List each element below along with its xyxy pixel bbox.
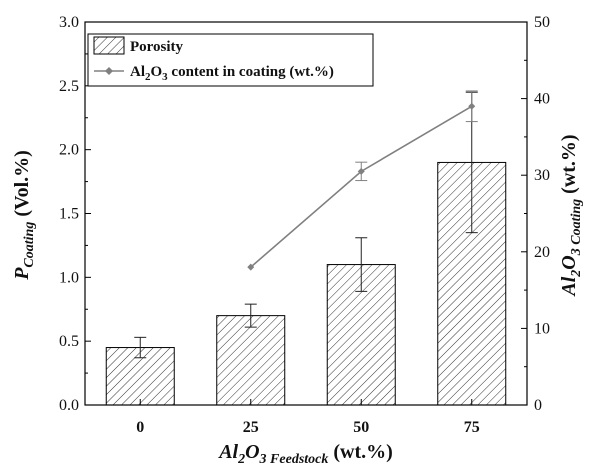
x-tick-label: 50 (353, 419, 369, 436)
line-point (357, 167, 365, 175)
legend: Porosity Al2O3 content in coating (wt.%) (87, 33, 374, 87)
line-point (247, 263, 255, 271)
right-tick-label: 20 (534, 244, 550, 261)
y2-axis-title: Al2O3 Coating (wt.%) (558, 134, 584, 297)
x-axis-ticks: 0 25 50 75 (136, 399, 480, 436)
right-axis-ticks: 0 10 20 30 40 50 (521, 14, 550, 414)
legend-porosity-swatch (93, 36, 125, 55)
left-tick-label: 3.0 (59, 14, 79, 31)
right-tick-label: 10 (534, 320, 550, 337)
x-tick-label: 75 (464, 419, 480, 436)
left-tick-label: 1.5 (59, 206, 79, 223)
line-point (468, 102, 476, 110)
left-axis-ticks: 0.0 0.5 1.0 1.5 2.0 2.5 3.0 (59, 14, 91, 414)
legend-box (87, 33, 374, 87)
left-tick-label: 1.0 (59, 269, 79, 286)
legend-line-marker (105, 67, 113, 75)
left-tick-label: 2.5 (59, 78, 79, 95)
legend-porosity-label: Porosity (130, 39, 184, 55)
x-axis-title: Al2O3 Feedstock (wt.%) (217, 441, 393, 467)
errorbar-group (134, 91, 478, 359)
right-tick-label: 0 (534, 397, 542, 414)
left-tick-label: 2.0 (59, 142, 79, 159)
x-tick-label: 25 (243, 419, 259, 436)
right-tick-label: 30 (534, 167, 550, 184)
left-tick-label: 0.5 (59, 333, 79, 350)
x-tick-label: 0 (136, 419, 144, 436)
bar (216, 315, 286, 406)
right-tick-label: 40 (534, 91, 550, 108)
y-axis-title: PCoating (Vol.%) (11, 150, 37, 281)
legend-line-label: Al2O3 content in coating (wt.%) (130, 64, 334, 83)
left-tick-label: 0.0 (59, 397, 79, 414)
bar-group (105, 161, 507, 406)
line-series-group (247, 90, 478, 271)
right-tick-label: 50 (534, 14, 550, 31)
